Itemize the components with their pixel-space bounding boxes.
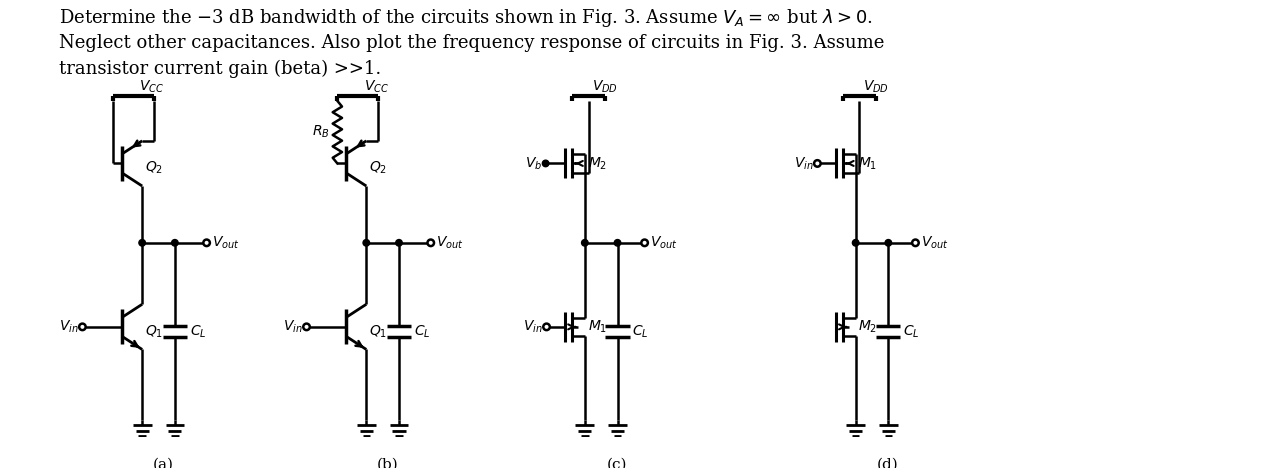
- Text: $V_{DD}$: $V_{DD}$: [592, 79, 619, 95]
- Text: $V_{DD}$: $V_{DD}$: [863, 79, 889, 95]
- Circle shape: [642, 240, 648, 246]
- Text: $Q_1$: $Q_1$: [369, 323, 387, 340]
- Text: $V_{out}$: $V_{out}$: [651, 234, 677, 251]
- Text: $Q_2$: $Q_2$: [369, 160, 387, 176]
- Text: $M_2$: $M_2$: [588, 155, 607, 172]
- Text: (a): (a): [153, 458, 174, 468]
- Circle shape: [542, 160, 548, 167]
- Text: Neglect other capacitances. Also plot the frequency response of circuits in Fig.: Neglect other capacitances. Also plot th…: [59, 34, 884, 51]
- Circle shape: [581, 240, 588, 246]
- Text: $C_L$: $C_L$: [190, 323, 206, 340]
- Text: $V_{out}$: $V_{out}$: [212, 234, 240, 251]
- Text: $V_b$: $V_b$: [525, 155, 542, 172]
- Circle shape: [396, 240, 403, 246]
- Circle shape: [79, 323, 86, 330]
- Text: $V_{in}$: $V_{in}$: [284, 319, 303, 335]
- Circle shape: [363, 240, 369, 246]
- Text: $Q_1$: $Q_1$: [144, 323, 164, 340]
- Text: $V_{out}$: $V_{out}$: [921, 234, 948, 251]
- Text: $M_2$: $M_2$: [859, 319, 878, 335]
- Text: $V_{out}$: $V_{out}$: [436, 234, 464, 251]
- Circle shape: [303, 323, 309, 330]
- Text: (c): (c): [606, 458, 626, 468]
- Circle shape: [852, 240, 859, 246]
- Circle shape: [886, 240, 892, 246]
- Circle shape: [543, 323, 550, 330]
- Text: $V_{in}$: $V_{in}$: [794, 155, 814, 172]
- Text: $V_{in}$: $V_{in}$: [523, 319, 543, 335]
- Text: $V_{CC}$: $V_{CC}$: [139, 79, 165, 95]
- Text: (b): (b): [377, 458, 399, 468]
- Text: $C_L$: $C_L$: [414, 323, 431, 340]
- Text: Determine the $-$3 dB bandwidth of the circuits shown in Fig. 3. Assume $V_A = \: Determine the $-$3 dB bandwidth of the c…: [59, 7, 873, 29]
- Circle shape: [912, 240, 919, 246]
- Circle shape: [427, 240, 435, 246]
- Text: (d): (d): [877, 458, 898, 468]
- Circle shape: [203, 240, 210, 246]
- Text: transistor current gain (beta) >>1.: transistor current gain (beta) >>1.: [59, 60, 381, 78]
- Text: $V_{in}$: $V_{in}$: [59, 319, 79, 335]
- Text: $V_{CC}$: $V_{CC}$: [363, 79, 389, 95]
- Text: $Q_2$: $Q_2$: [144, 160, 164, 176]
- Text: $M_1$: $M_1$: [588, 319, 607, 335]
- Circle shape: [814, 160, 820, 167]
- Text: $C_L$: $C_L$: [904, 323, 920, 340]
- Circle shape: [171, 240, 178, 246]
- Text: $R_B$: $R_B$: [312, 124, 330, 140]
- Circle shape: [615, 240, 621, 246]
- Circle shape: [139, 240, 146, 246]
- Text: $M_1$: $M_1$: [859, 155, 878, 172]
- Text: $C_L$: $C_L$: [633, 323, 649, 340]
